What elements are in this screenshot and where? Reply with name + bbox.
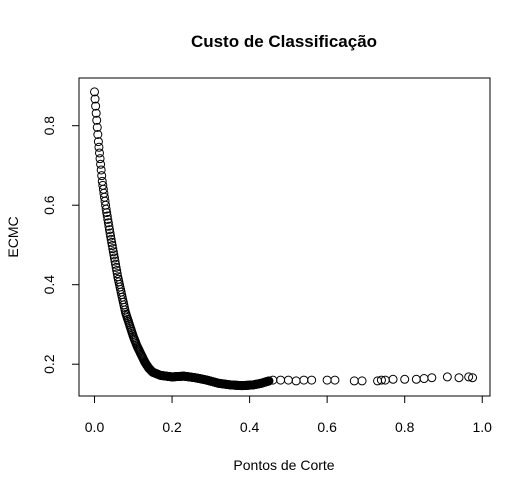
data-point	[468, 373, 478, 383]
data-point	[96, 159, 106, 169]
data-point	[276, 375, 286, 385]
data-point	[111, 262, 121, 272]
data-point	[103, 218, 113, 228]
data-point	[464, 372, 474, 382]
data-point	[400, 374, 410, 384]
data-point	[107, 237, 117, 247]
data-point	[92, 115, 102, 125]
data-point	[108, 247, 118, 257]
y-axis-label: ECMC	[5, 216, 21, 257]
y-tick-label: 0.2	[41, 354, 57, 374]
data-point	[376, 375, 386, 385]
x-axis-label: Pontos de Corte	[233, 457, 334, 473]
data-point	[388, 374, 398, 384]
data-point	[264, 376, 274, 386]
data-point	[101, 200, 111, 210]
data-point	[454, 373, 464, 383]
data-point	[93, 137, 103, 147]
y-tick-label: 0.4	[41, 275, 57, 295]
data-point	[106, 231, 116, 241]
data-point	[102, 211, 112, 221]
data-point	[419, 374, 429, 384]
data-point	[92, 122, 102, 132]
data-point	[94, 142, 104, 152]
x-tick-label: 0.0	[85, 419, 105, 435]
data-point	[101, 204, 111, 214]
data-point	[105, 228, 115, 238]
x-tick-label: 0.4	[240, 419, 260, 435]
data-point	[112, 266, 122, 275]
data-point	[411, 374, 421, 384]
data-point	[109, 250, 119, 260]
chart-title: Custo de Classificação	[191, 32, 377, 51]
data-point	[108, 244, 118, 254]
data-point	[111, 259, 121, 269]
x-tick-label: 0.6	[317, 419, 337, 435]
x-tick-label: 0.8	[395, 419, 415, 435]
data-point	[107, 241, 117, 251]
data-point	[102, 208, 112, 218]
data-point	[93, 130, 103, 139]
data-point	[103, 214, 113, 224]
data-point	[442, 372, 452, 382]
data-point	[322, 375, 332, 385]
data-point	[104, 221, 114, 231]
data-point	[97, 171, 107, 181]
data-point	[299, 375, 309, 385]
data-point	[95, 154, 105, 164]
x-tick-label: 0.2	[162, 419, 182, 435]
data-point	[291, 376, 301, 386]
data-points	[90, 87, 478, 391]
x-tick-label: 1.0	[473, 419, 493, 435]
data-point	[112, 269, 122, 279]
data-point	[427, 373, 437, 383]
data-point	[110, 256, 120, 266]
data-point	[90, 87, 100, 97]
data-point	[307, 375, 317, 385]
data-point	[349, 376, 359, 386]
y-tick-label: 0.8	[41, 116, 57, 136]
data-point	[91, 108, 101, 118]
data-point	[109, 253, 119, 263]
data-point	[330, 375, 340, 385]
x-axis: 0.0 0.2 0.4 0.6 0.8 1.0	[85, 395, 493, 435]
y-axis: 0.2 0.4 0.6 0.8	[41, 116, 80, 374]
data-point	[91, 101, 101, 111]
data-point	[94, 148, 104, 158]
data-point	[90, 94, 100, 104]
data-point	[283, 375, 293, 385]
data-point	[106, 234, 116, 244]
data-point	[104, 225, 114, 235]
data-point	[96, 165, 106, 175]
y-tick-label: 0.6	[41, 195, 57, 215]
data-point	[357, 376, 367, 386]
